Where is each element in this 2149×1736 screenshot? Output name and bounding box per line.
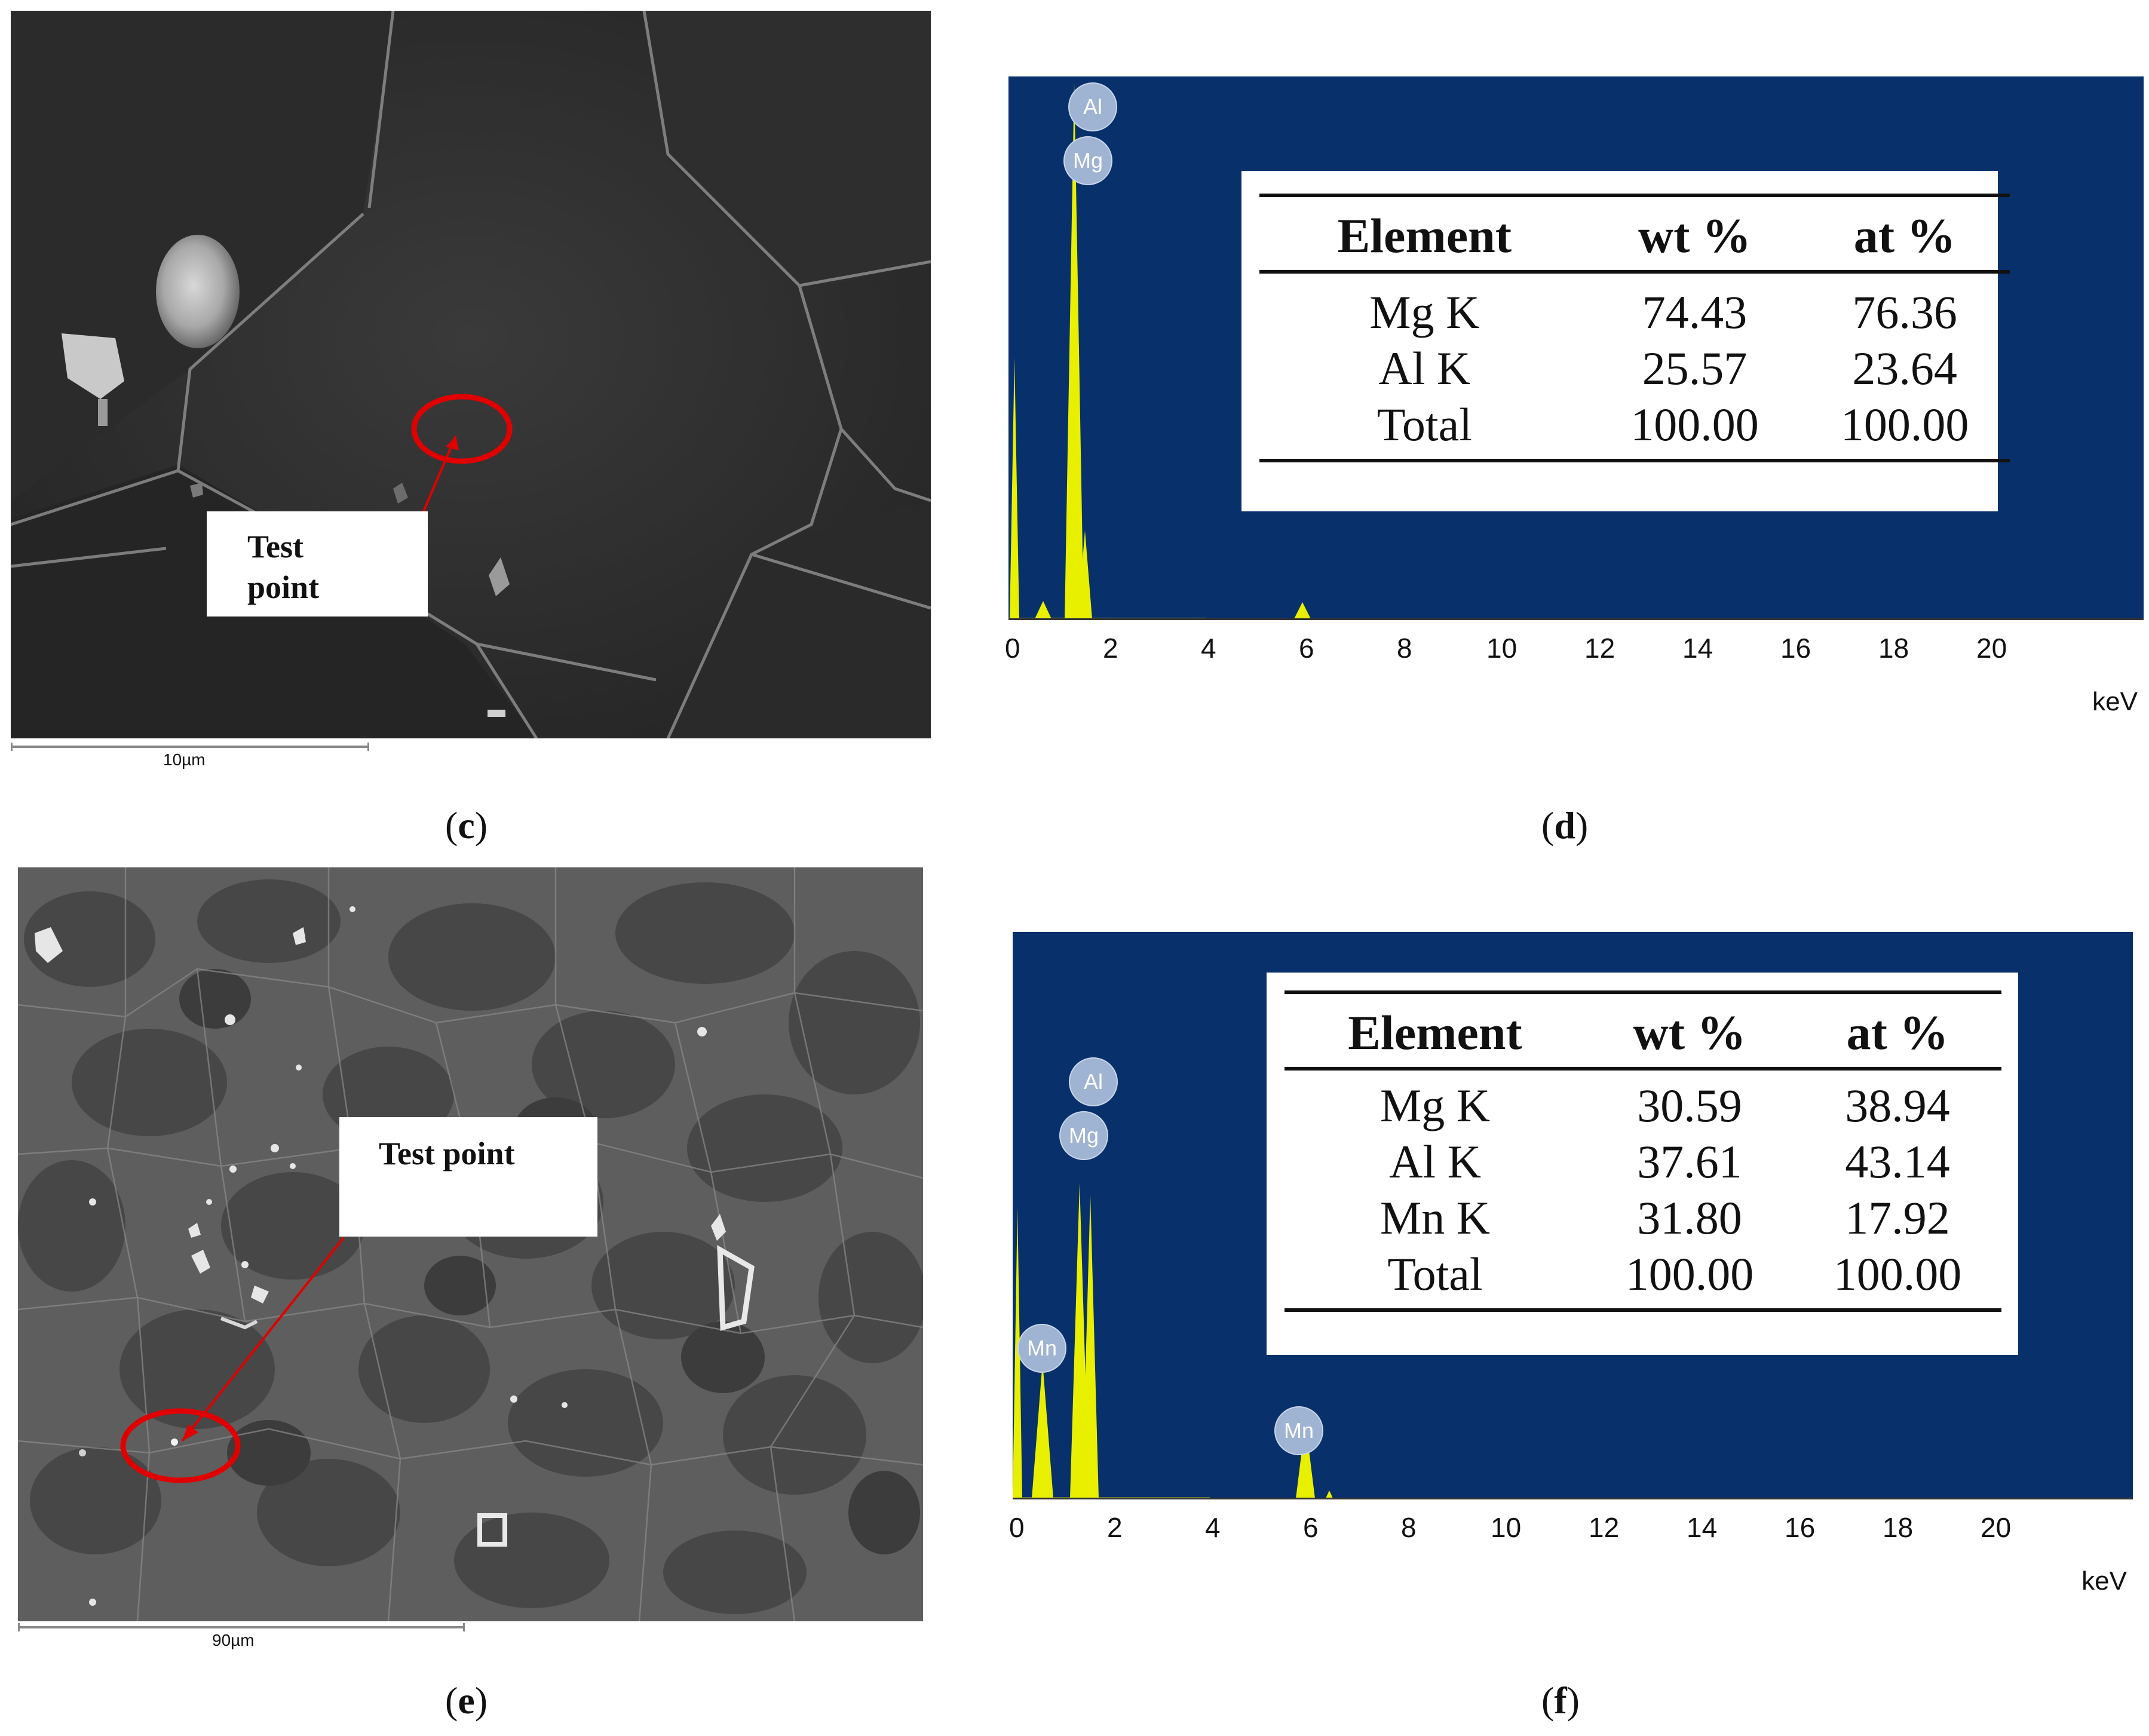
table-cell: Mn K [1379,1192,1491,1244]
test-point-marker-c [411,394,513,464]
spectrum-peak [1032,1362,1053,1498]
axis-tick-label: 2 [1107,1512,1123,1543]
spectrum-peak [1326,1490,1333,1498]
table-cell: 100.00 [1586,1246,1794,1312]
table-d-header-element: Element [1259,194,1590,274]
peak-label-al-f: Al [1069,1057,1118,1106]
table-cell: 43.14 [1845,1136,1950,1188]
peak-label-mg-d: Mg [1063,136,1112,185]
table-cell: Total [1285,1246,1586,1312]
test-point-label-c-line2: point [247,569,320,605]
axis-tick-label: 4 [1201,633,1216,664]
table-cell: Mg K [1369,286,1480,338]
axis-tick-label: 0 [1005,633,1020,664]
axis-tick-label: 10 [1486,633,1518,664]
table-cell: 100.00 [1589,397,1800,462]
sem-micrograph-c: Test point [11,11,931,738]
eds-spectrum-d: 0 2 4 6 8 10 12 14 16 18 20 keV Al Mg Element wt %… [1005,76,2144,720]
table-cell: Total [1259,397,1590,462]
test-point-arrow-c [422,435,457,513]
table-row: Total 100.00 100.00 [1285,1246,2001,1312]
spectrum-peak [1082,1195,1099,1498]
axis-tick-label: 2 [1103,633,1118,664]
table-cell: Al K [1389,1136,1481,1188]
test-point-marker-e [120,1408,241,1483]
table-f-header-wt: wt % [1586,990,1794,1071]
axis-tick-label: 4 [1205,1512,1221,1543]
axis-unit-f: keV [2081,1566,2127,1596]
table-cell: 74.43 [1642,286,1748,338]
peak-label-mn-left-f: Mn [1017,1324,1066,1373]
scale-bar-e: 90µm [18,1623,465,1662]
table-row: Mg K 30.59 38.94 [1285,1069,2001,1134]
test-point-label-e: Test point [339,1117,597,1237]
axis-tick-label: 12 [1584,633,1615,664]
table-f-header-at: at % [1794,990,2001,1071]
axis-tick-label: 0 [1009,1512,1025,1543]
scale-bar-e-label: 90µm [212,1631,255,1649]
composition-table-d: Element wt % at % Mg K 74.43 76.36 Al K … [1241,171,2010,511]
axis-tick-label: 20 [1976,633,2007,664]
peak-label-al-d: Al [1068,82,1117,131]
axis-tick-label: 18 [1878,633,1909,664]
spectrum-peak [1035,601,1051,619]
table-cell: 76.36 [1852,286,1957,338]
table-row: Mn K 31.80 17.92 [1285,1190,2001,1246]
table-cell: 23.64 [1852,342,1957,394]
peak-label-mg-f: Mg [1059,1111,1108,1160]
table-cell: 100.00 [1794,1246,2001,1312]
test-point-arrow-e [181,1237,345,1442]
table-cell: 100.00 [1799,397,2010,462]
axis-unit-d: keV [2092,687,2138,716]
table-row: Al K 37.61 43.14 [1285,1134,2001,1190]
table-cell: Mg K [1379,1079,1491,1131]
axis-tick-label: 8 [1401,1512,1417,1543]
eds-spectrum-f: 0 2 4 6 8 10 12 14 16 18 20 keV Al Mg Mn Mn Elemen… [1009,932,2133,1600]
spectrum-peak [1010,357,1019,619]
scale-bar-c-label: 10µm [163,750,206,769]
scale-bar-c: 10µm [11,743,369,781]
caption-e: (e) [445,1679,488,1722]
axis-tick-label: 12 [1589,1512,1620,1543]
axis-tick-label: 8 [1397,633,1412,664]
caption-f: (f) [1541,1679,1580,1722]
test-point-label-c: Test point [207,511,428,617]
axis-tick-label: 6 [1299,633,1314,664]
axis-tick-label: 10 [1491,1512,1522,1543]
axis-tick-label: 16 [1780,633,1811,664]
spectrum-peak [1065,82,1084,619]
axis-tick-label: 14 [1687,1512,1718,1543]
table-cell: 17.92 [1845,1192,1950,1244]
caption-d: (d) [1541,804,1589,846]
table-cell: 30.59 [1637,1079,1742,1131]
composition-table-f: Element wt % at % Mg K 30.59 38.94 Al K … [1267,973,2018,1355]
table-cell: 25.57 [1642,342,1748,394]
test-point-label-c-line1: Test [247,529,304,565]
test-point-label-e-text: Test point [379,1136,515,1171]
spectrum-peak [1078,530,1092,619]
axis-tick-label: 16 [1785,1512,1816,1543]
table-cell: 38.94 [1845,1079,1950,1131]
spectrum-peak [1296,1422,1315,1498]
spectrum-peak [1294,602,1311,619]
table-row: Mg K 74.43 76.36 [1259,272,2010,341]
axis-tick-label: 6 [1303,1512,1319,1543]
caption-c: (c) [445,804,488,846]
table-d-header-at: at % [1799,194,2010,274]
axis-tick-label: 14 [1682,633,1713,664]
sem-micrograph-e: Test point [18,867,923,1621]
table-cell: Al K [1378,342,1471,394]
table-row: Total 100.00 100.00 [1259,397,2010,462]
table-f-header-element: Element [1285,990,1586,1071]
table-cell: 31.80 [1637,1192,1742,1244]
table-cell: 37.61 [1637,1136,1742,1188]
peak-label-mn-right-f: Mn [1274,1406,1323,1455]
table-row: Al K 25.57 23.64 [1259,341,2010,397]
axis-tick-label: 20 [1981,1512,2012,1543]
table-d-header-wt: wt % [1589,194,1800,274]
axis-tick-label: 18 [1883,1512,1914,1543]
